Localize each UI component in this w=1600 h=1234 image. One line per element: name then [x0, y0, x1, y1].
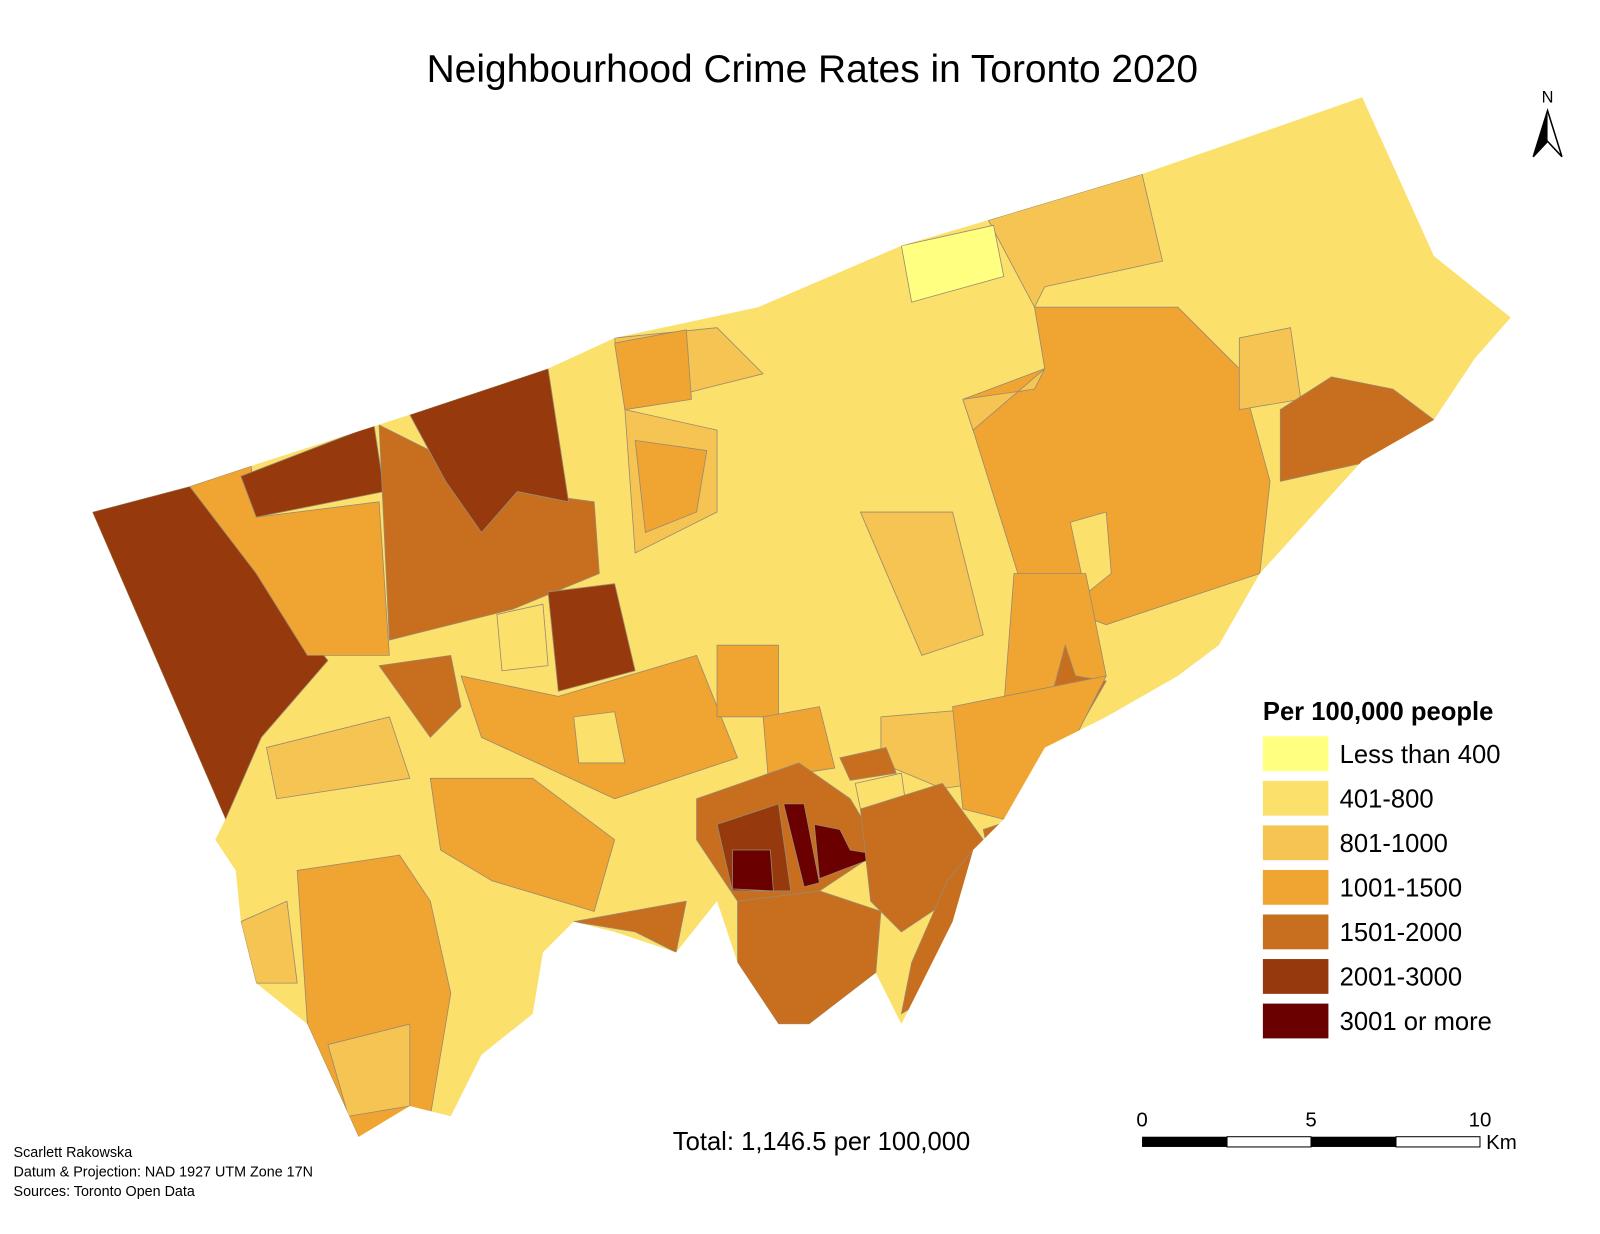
neighbourhood	[900, 224, 1005, 303]
legend-swatch	[1262, 914, 1329, 950]
neighbourhood	[716, 644, 779, 718]
north-label: N	[1542, 88, 1554, 106]
neighbourhood	[860, 511, 984, 656]
scale-label: 0	[1136, 1108, 1147, 1131]
neighbourhood	[839, 747, 897, 781]
scale-segment	[1395, 1136, 1481, 1148]
neighbourhood	[266, 716, 411, 800]
neighbourhood	[762, 706, 836, 779]
neighbourhood	[634, 439, 708, 533]
credit-line: Datum & Projection: NAD 1927 UTM Zone 17…	[14, 1165, 313, 1181]
neighbourhood	[732, 849, 774, 892]
legend-label: 1001-1500	[1340, 875, 1462, 903]
legend-title: Per 100,000 people	[1263, 698, 1493, 726]
scale-label: 10	[1469, 1108, 1492, 1131]
neighbourhood	[1238, 327, 1302, 411]
neighbourhood	[378, 654, 462, 738]
scale-unit: Km	[1486, 1131, 1517, 1154]
legend-label: 3001 or more	[1340, 1008, 1492, 1036]
neighbourhood	[737, 890, 882, 1025]
neighbourhood	[429, 777, 616, 912]
neighbourhood	[1069, 511, 1112, 595]
neighbourhood	[783, 803, 820, 888]
legend-items: Less than 400 401-800 801-1000 1001-1500 150…	[1262, 736, 1501, 1039]
north-arrow: N	[1532, 88, 1563, 158]
legend-label: 801-1000	[1340, 830, 1448, 858]
credit-line: Sources: Toronto Open Data	[14, 1184, 195, 1200]
scale-segment	[1142, 1136, 1228, 1147]
neighbourhood	[240, 900, 298, 984]
credit-line: Scarlett Rakowska	[14, 1145, 133, 1161]
legend-label: 2001-3000	[1340, 964, 1462, 992]
scale-segment	[1226, 1136, 1312, 1148]
scale-bar: 0 5 10 Km	[1136, 1108, 1516, 1154]
legend-swatch	[1262, 736, 1329, 772]
neighbourhood	[962, 368, 1046, 431]
neighbourhood	[496, 603, 549, 672]
legend-swatch	[1262, 869, 1329, 905]
legend-label: Less than 400	[1340, 741, 1501, 769]
credits: Scarlett Rakowska Datum & Projection: NA…	[14, 1145, 313, 1200]
legend-swatch	[1262, 959, 1329, 994]
neighbourhood	[547, 583, 636, 692]
legend: Per 100,000 people Less than 400 401-800 8…	[1262, 698, 1501, 1039]
scale-label: 5	[1305, 1108, 1316, 1131]
scale-segment	[1311, 1136, 1397, 1147]
legend-swatch	[1262, 780, 1329, 816]
neighbourhood	[92, 486, 329, 820]
neighbourhood	[327, 1023, 411, 1117]
legend-label: 401-800	[1340, 785, 1434, 813]
legend-label: 1501-2000	[1340, 919, 1462, 947]
neighbourhood	[573, 711, 626, 764]
neighbourhood	[614, 329, 692, 411]
neighbourhood	[988, 173, 1163, 308]
total-text: Total: 1,146.5 per 100,000	[673, 1128, 970, 1156]
neighbourhood	[1279, 376, 1435, 482]
neighbourhood	[409, 368, 569, 533]
legend-swatch	[1262, 825, 1329, 861]
map-title: Neighbourhood Crime Rates in Toronto 202…	[427, 48, 1198, 91]
neighbourhood	[573, 900, 687, 953]
neighbourhood	[962, 306, 1271, 626]
legend-swatch	[1262, 1003, 1329, 1039]
